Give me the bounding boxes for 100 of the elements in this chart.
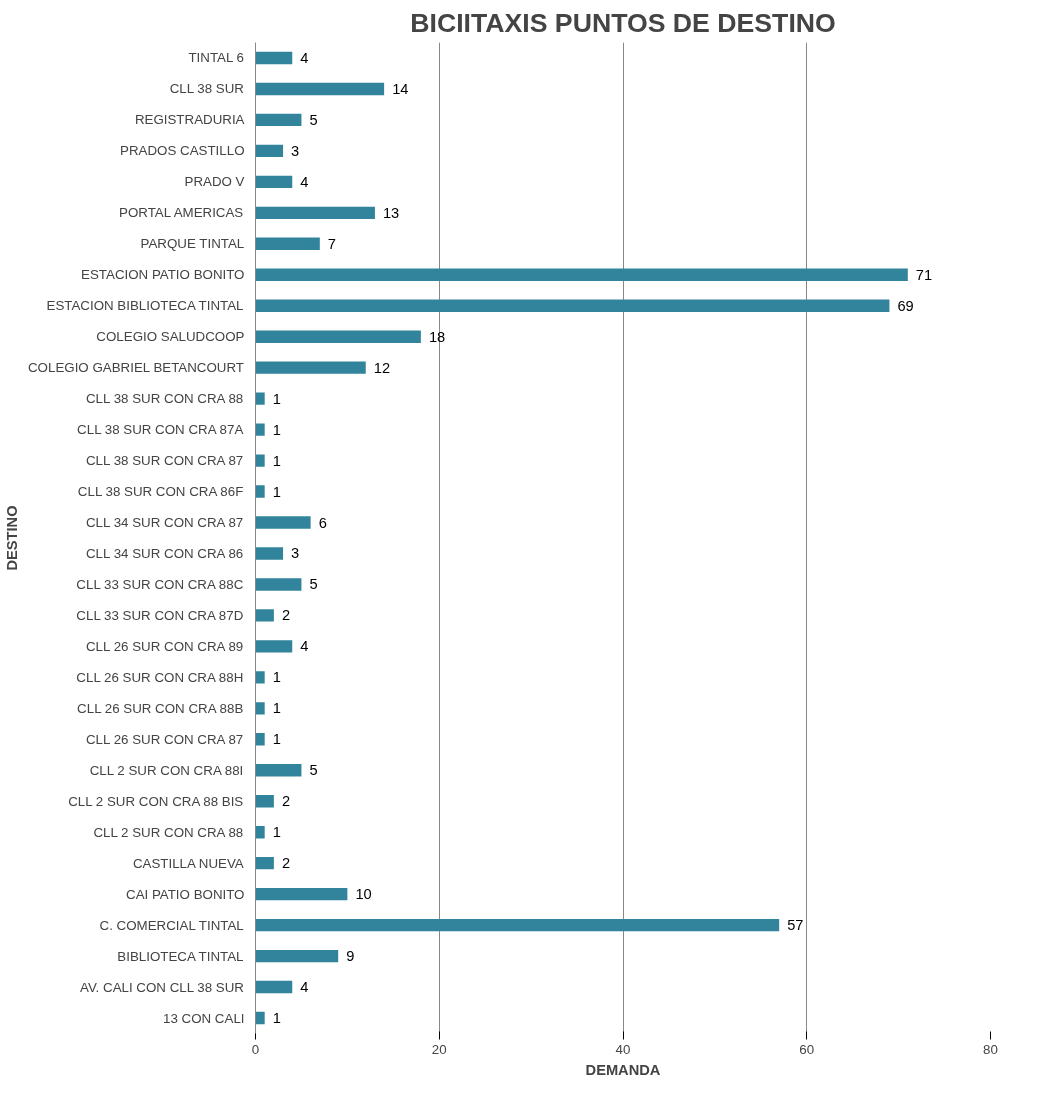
data-label: 3 xyxy=(291,142,300,159)
data-label: 9 xyxy=(346,948,355,965)
bar xyxy=(255,887,348,901)
y-tick-label: BIBLIOTECA TINTAL xyxy=(117,948,244,964)
y-tick-label: PORTAL AMERICAS xyxy=(119,205,244,221)
data-label: 4 xyxy=(300,49,309,66)
data-label: 57 xyxy=(787,917,804,934)
bar xyxy=(255,144,284,158)
bar xyxy=(255,361,366,374)
data-label: 12 xyxy=(373,359,391,376)
y-tick-label: CLL 2 SUR CON CRA 88I xyxy=(89,762,244,778)
y-tick-label: ESTACION BIBLIOTECA TINTAL xyxy=(46,298,244,314)
y-tick-label: CLL 26 SUR CON CRA 88B xyxy=(77,700,244,716)
bar xyxy=(255,949,339,963)
data-label: 69 xyxy=(897,297,914,314)
y-axis-title: DESTINO xyxy=(4,505,20,571)
data-label: 1 xyxy=(272,421,281,438)
y-tick-label: PRADOS CASTILLO xyxy=(120,143,245,159)
bar xyxy=(255,330,421,343)
bar xyxy=(255,299,890,312)
x-tick-label: 40 xyxy=(615,1041,631,1057)
bar xyxy=(255,113,302,127)
bar xyxy=(255,980,293,994)
data-label: 5 xyxy=(309,111,318,128)
y-tick-label: CLL 33 SUR CON CRA 87D xyxy=(76,607,244,623)
y-tick-label: ESTACION PATIO BONITO xyxy=(81,267,245,283)
bar xyxy=(255,485,265,498)
bar xyxy=(255,640,293,653)
data-label: 13 xyxy=(382,204,400,221)
y-tick-label: TINTAL 6 xyxy=(188,50,245,66)
data-label: 4 xyxy=(300,638,309,655)
y-tick-label: CLL 34 SUR CON CRA 87 xyxy=(85,515,244,531)
bar xyxy=(255,795,274,808)
x-tick-label: 20 xyxy=(431,1041,447,1057)
y-tick-label: PARQUE TINTAL xyxy=(140,236,245,252)
y-tick-label: CLL 38 SUR CON CRA 88 xyxy=(85,391,244,407)
x-tick-label: 60 xyxy=(799,1041,815,1057)
bar xyxy=(255,268,908,281)
data-label: 10 xyxy=(355,886,372,903)
data-label: 2 xyxy=(281,855,291,872)
bar xyxy=(255,206,375,220)
data-label: 1 xyxy=(272,731,281,748)
bar xyxy=(255,454,265,467)
y-tick-label: REGISTRADURIA xyxy=(134,112,245,128)
y-tick-label: CAI PATIO BONITO xyxy=(126,886,245,902)
data-label: 1 xyxy=(272,1010,281,1027)
data-label: 1 xyxy=(272,452,281,469)
bar xyxy=(255,175,293,189)
data-label: 5 xyxy=(309,576,318,593)
data-label: 71 xyxy=(915,266,933,283)
y-tick-label: CLL 33 SUR CON CRA 88C xyxy=(76,576,244,592)
y-tick-label: CLL 26 SUR CON CRA 87 xyxy=(85,731,244,747)
y-tick-label: CLL 34 SUR CON CRA 86 xyxy=(85,545,244,561)
y-tick-label: PRADO V xyxy=(184,174,245,190)
bar xyxy=(255,392,265,405)
data-label: 4 xyxy=(300,979,309,996)
data-label: 14 xyxy=(392,80,409,97)
y-tick-label: CLL 38 SUR CON CRA 86F xyxy=(77,484,244,500)
bar xyxy=(255,516,311,529)
data-label: 4 xyxy=(300,173,309,190)
bar xyxy=(255,702,265,715)
bar xyxy=(255,547,284,560)
data-label: 1 xyxy=(272,824,281,841)
bar xyxy=(255,671,265,684)
bar xyxy=(255,237,320,250)
y-tick-label: CLL 38 SUR CON CRA 87A xyxy=(77,422,244,438)
bar xyxy=(255,826,265,839)
x-tick-label: 80 xyxy=(983,1041,998,1057)
y-tick-label: CLL 26 SUR CON CRA 88H xyxy=(76,669,244,685)
data-label: 5 xyxy=(309,762,318,779)
data-label: 2 xyxy=(281,793,291,810)
y-tick-label: CASTILLA NUEVA xyxy=(132,855,244,871)
bar xyxy=(255,733,265,746)
data-label: 7 xyxy=(327,235,336,252)
y-tick-label: CLL 38 SUR xyxy=(169,81,245,97)
data-label: 18 xyxy=(428,328,446,345)
bar xyxy=(255,856,274,870)
bar xyxy=(255,578,302,591)
y-tick-label: CLL 38 SUR CON CRA 87 xyxy=(85,453,244,469)
x-axis-title: DEMANDA xyxy=(585,1061,661,1078)
data-label: 1 xyxy=(272,483,281,500)
bar xyxy=(255,1011,265,1025)
data-label: 1 xyxy=(272,669,281,686)
bar xyxy=(255,918,780,932)
y-tick-label: 13 CON CALI xyxy=(163,1010,245,1026)
bar xyxy=(255,51,293,65)
y-tick-label: COLEGIO GABRIEL BETANCOURT xyxy=(28,360,245,376)
bar xyxy=(255,82,385,96)
chart-title: BICIITAXIS PUNTOS DE DESTINO xyxy=(410,7,836,38)
data-label: 2 xyxy=(281,607,291,624)
y-tick-label: CLL 26 SUR CON CRA 89 xyxy=(85,638,244,654)
data-label: 1 xyxy=(272,390,281,407)
data-label: 6 xyxy=(318,514,327,531)
y-tick-label: C. COMERCIAL TINTAL xyxy=(99,917,244,933)
y-tick-label: COLEGIO SALUDCOOP xyxy=(96,329,245,345)
data-label: 3 xyxy=(291,545,300,562)
x-tick-label: 0 xyxy=(251,1041,260,1057)
y-tick-label: CLL 2 SUR CON CRA 88 xyxy=(93,824,244,840)
bar xyxy=(255,423,265,436)
data-label: 1 xyxy=(272,700,281,717)
